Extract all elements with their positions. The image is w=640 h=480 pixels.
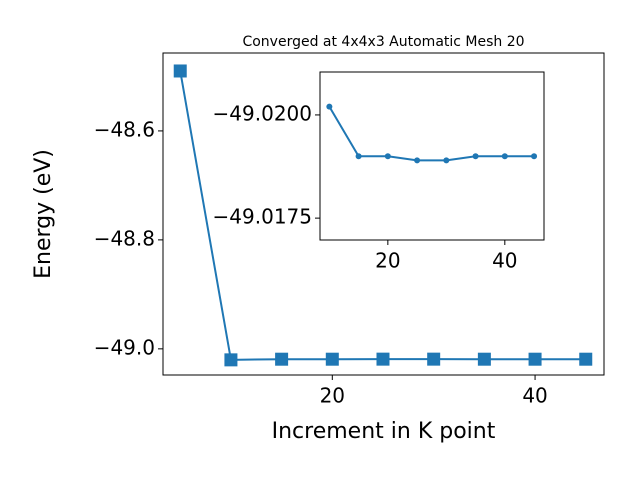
y-tick-label: −49.0200 bbox=[213, 101, 312, 125]
y-tick-label: −49.0175 bbox=[213, 205, 312, 229]
marker bbox=[472, 153, 479, 160]
marker bbox=[376, 352, 390, 366]
marker bbox=[325, 352, 339, 366]
marker bbox=[384, 153, 391, 160]
marker bbox=[443, 157, 450, 164]
chart-title: Converged at 4x4x3 Automatic Mesh 20 bbox=[242, 34, 524, 50]
marker bbox=[579, 352, 593, 366]
y-tick-label: −49.0 bbox=[94, 335, 155, 359]
y-tick-label: −48.6 bbox=[94, 117, 155, 141]
x-tick-label: 20 bbox=[320, 384, 345, 408]
marker bbox=[528, 352, 542, 366]
marker bbox=[531, 153, 538, 160]
marker bbox=[427, 352, 441, 366]
marker bbox=[224, 353, 238, 367]
y-axis-label: Energy (eV) bbox=[31, 149, 56, 279]
series-line bbox=[328, 106, 535, 162]
marker bbox=[477, 352, 491, 366]
marker bbox=[326, 103, 333, 110]
marker bbox=[414, 157, 421, 164]
marker bbox=[275, 352, 289, 366]
marker bbox=[501, 153, 508, 160]
x-tick-label: 40 bbox=[522, 384, 547, 408]
x-tick-label: 40 bbox=[492, 249, 517, 273]
x-tick-label: 20 bbox=[375, 249, 400, 273]
marker bbox=[355, 153, 362, 160]
marker bbox=[173, 64, 187, 78]
y-tick-label: −48.8 bbox=[94, 226, 155, 250]
x-axis-label: Increment in K point bbox=[272, 419, 496, 444]
